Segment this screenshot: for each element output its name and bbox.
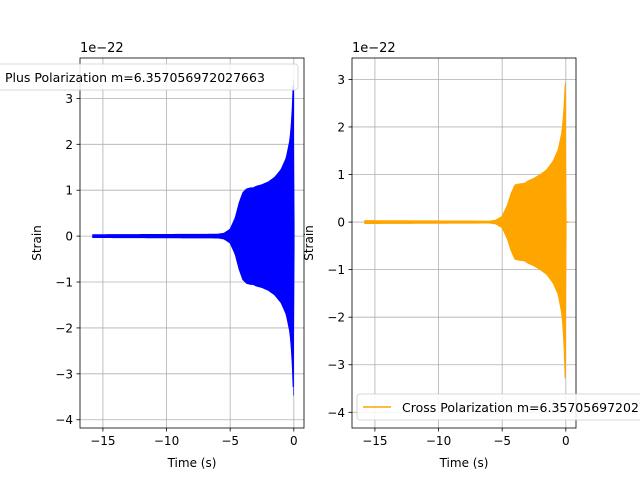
y-tick-label: −1 [327,263,345,277]
y-tick-label: −3 [55,367,73,381]
axes-frame [351,57,577,429]
y-tick-label: −1 [55,276,73,290]
y-tick-label: −2 [55,321,73,335]
axes-frame [79,57,305,429]
y-axis-label: Strain [30,225,44,261]
series-waveform-line [489,82,567,360]
y-tick-label: 3 [65,92,73,106]
y-tick-label: −3 [327,358,345,372]
y-tick-label: 2 [337,120,345,134]
series-waveform-envelope [92,85,295,388]
y-tick-label: 0 [337,216,345,230]
y-tick-label: 0 [65,230,73,244]
y-tick-label: −4 [55,413,73,427]
plot-area [92,79,295,396]
x-tick-label: −5 [221,434,239,448]
x-tick-label: −5 [493,434,511,448]
x-axis-label: Time (s) [167,456,217,470]
y-axis-label: Strain [302,225,316,261]
offset-label: 1e−22 [352,41,396,56]
x-tick-label: −10 [426,434,451,448]
x-tick-label: −10 [154,434,179,448]
legend-box [356,393,640,421]
y-tick-label: −4 [327,406,345,420]
offset-label: 1e−22 [80,41,124,56]
x-tick-label: 0 [290,434,298,448]
y-tick-label: −2 [327,311,345,325]
legend: Cross Polarization m=6.357056972027663 [356,393,640,421]
y-tick-label: 2 [65,138,73,152]
legend-entry-label: Plus Polarization m=6.357056972027663 [5,70,265,85]
x-tick-label: 0 [562,434,570,448]
plot-area [364,82,569,379]
x-tick-label: −15 [90,434,115,448]
legend: Plus Polarization m=6.357056972027663 [0,63,299,91]
x-axis-label: Time (s) [439,456,489,470]
y-tick-label: 3 [337,73,345,87]
y-tick-label: 1 [65,184,73,198]
series-waveform-line [217,79,295,396]
y-tick-label: 1 [337,168,345,182]
legend-box [0,63,299,91]
legend-entry-label: Cross Polarization m=6.357056972027663 [402,400,640,415]
x-tick-label: −15 [362,434,387,448]
